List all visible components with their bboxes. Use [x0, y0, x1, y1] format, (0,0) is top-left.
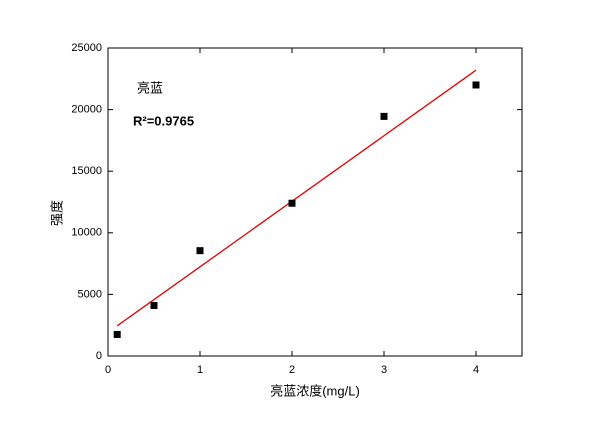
y-tick-label: 25000	[71, 42, 102, 54]
fit-line	[116, 69, 477, 327]
plot-frame	[107, 47, 523, 357]
point	[288, 199, 296, 207]
x-tick-label: 3	[381, 364, 387, 376]
point	[472, 81, 480, 89]
y-tick-label: 10000	[71, 227, 102, 239]
y-axis-label: 强度	[49, 200, 64, 226]
point	[196, 247, 204, 255]
x-axis-label: 亮蓝浓度(mg/L)	[270, 383, 360, 398]
annotation: 亮蓝	[137, 80, 163, 95]
x-tick-label: 4	[473, 364, 479, 376]
y-tick-label: 0	[96, 350, 102, 362]
point	[150, 301, 158, 309]
y-tick-label: 20000	[71, 104, 102, 116]
point	[113, 330, 121, 338]
x-tick-label: 1	[197, 364, 203, 376]
annotation: R²=0.9765	[133, 113, 194, 128]
y-tick-label: 5000	[78, 288, 102, 300]
x-tick-label: 2	[289, 364, 295, 376]
y-tick-label: 15000	[71, 165, 102, 177]
x-tick-label: 0	[105, 364, 111, 376]
point	[380, 112, 388, 120]
